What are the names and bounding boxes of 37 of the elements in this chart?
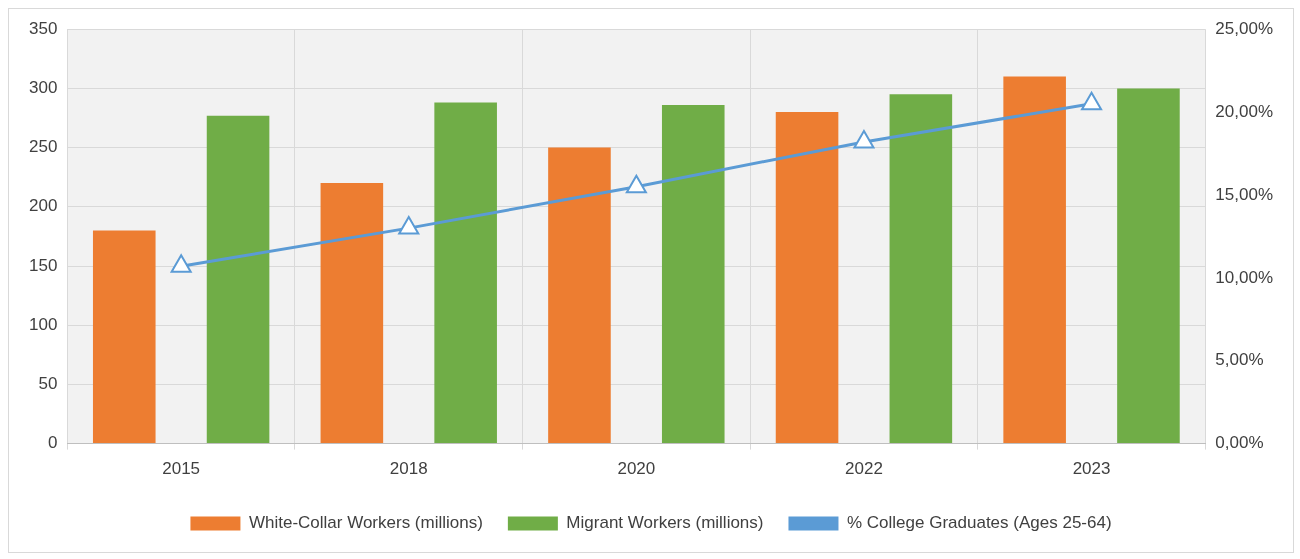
y-tick-label: 350	[28, 18, 58, 38]
y-tick-label: 150	[28, 255, 58, 275]
x-tick-label: 2020	[617, 459, 656, 479]
bar	[889, 94, 953, 444]
y2-tick-label: 20,00%	[1215, 101, 1274, 121]
bar	[92, 230, 156, 444]
y-tick-label: 50	[38, 374, 58, 394]
point	[625, 174, 647, 194]
y-tick-label: 0	[47, 433, 58, 453]
bar	[320, 183, 384, 444]
y2-tick-label: 10,00%	[1215, 267, 1274, 287]
y2-tick-label: 5,00%	[1215, 350, 1264, 370]
legend-label: White-Collar Workers (millions)	[248, 513, 483, 533]
y2-tick-label: 15,00%	[1215, 184, 1274, 204]
point	[398, 216, 420, 235]
bar	[775, 112, 839, 444]
x-tick-label: 2022	[845, 459, 883, 479]
legend-label: % College Graduates (Ages 25-64)	[846, 513, 1112, 533]
y-tick-label: 300	[28, 78, 58, 98]
y-tick-label: 250	[28, 137, 58, 157]
y-tick-label: 200	[28, 196, 58, 216]
point	[1081, 91, 1103, 111]
point	[853, 129, 875, 149]
bar	[548, 147, 611, 444]
bar	[434, 102, 497, 444]
y2-tick-label: 25,00%	[1215, 18, 1274, 38]
x-tick-label: 2015	[162, 459, 201, 479]
bar	[1003, 76, 1066, 444]
bar	[1117, 88, 1180, 444]
bar	[661, 104, 725, 444]
point	[170, 254, 192, 273]
y-tick-label: 100	[28, 314, 58, 334]
legend-label: Migrant Workers (millions)	[566, 513, 764, 533]
x-tick-label: 2018	[389, 459, 428, 479]
y2-tick-label: 0,00%	[1215, 433, 1264, 453]
bar	[206, 115, 270, 444]
x-tick-label: 2023	[1072, 459, 1111, 479]
